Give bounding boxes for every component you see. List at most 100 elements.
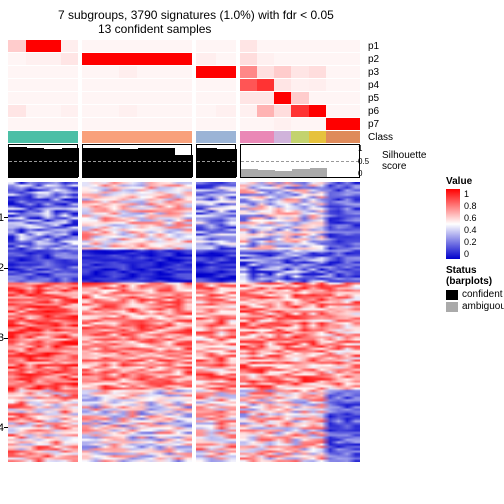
title-line2: 13 confident samples — [98, 22, 496, 36]
cell — [155, 40, 173, 52]
cell — [8, 66, 26, 78]
prob-row-p6: p6 — [8, 105, 438, 117]
cell — [119, 131, 137, 143]
cell — [174, 118, 192, 130]
cell — [240, 92, 257, 104]
cell — [100, 105, 118, 117]
legend-value-gradient — [446, 189, 460, 259]
cell — [137, 131, 155, 143]
cell — [43, 105, 61, 117]
cell — [155, 53, 173, 65]
cell — [257, 118, 274, 130]
cell — [100, 79, 118, 91]
cell — [61, 131, 79, 143]
prob-row-p6-label: p6 — [364, 105, 438, 117]
cell — [240, 66, 257, 78]
prob-row-p1-label: p1 — [364, 40, 438, 52]
title-line1: 7 subgroups, 3790 signatures (1.0%) with… — [58, 8, 496, 22]
cell — [240, 105, 257, 117]
cell — [43, 40, 61, 52]
prob-row-p1: p1 — [8, 40, 438, 52]
cell — [137, 66, 155, 78]
cell — [26, 40, 44, 52]
prob-row-p7: p7 — [8, 118, 438, 130]
cell — [196, 53, 216, 65]
cell — [343, 66, 360, 78]
cell — [257, 131, 274, 143]
prob-row-p5-label: p5 — [364, 92, 438, 104]
cell — [8, 92, 26, 104]
cell — [309, 131, 326, 143]
prob-row-p4: p4 — [8, 79, 438, 91]
cell — [8, 53, 26, 65]
cell — [274, 92, 291, 104]
cell — [240, 79, 257, 91]
silhouette-bar — [217, 149, 237, 177]
cell — [137, 53, 155, 65]
cell — [82, 131, 100, 143]
cell — [309, 92, 326, 104]
cell — [8, 131, 26, 143]
cell — [82, 79, 100, 91]
cell — [196, 118, 216, 130]
silhouette-bar — [62, 148, 80, 177]
cell — [43, 92, 61, 104]
cell — [309, 79, 326, 91]
legends: Value10.80.60.40.20Status (barplots)conf… — [438, 40, 504, 462]
cell — [309, 53, 326, 65]
cell — [309, 66, 326, 78]
cell — [309, 118, 326, 130]
cell — [291, 105, 308, 117]
cell — [343, 40, 360, 52]
heatmap — [8, 182, 438, 462]
cell — [43, 53, 61, 65]
silhouette-bar — [292, 169, 309, 177]
cell — [274, 131, 291, 143]
silhouette-bar — [44, 149, 62, 177]
cell — [137, 105, 155, 117]
cell — [326, 40, 343, 52]
cell — [61, 118, 79, 130]
cell — [43, 118, 61, 130]
class-row: Class — [8, 131, 438, 143]
prob-row-p5: p5 — [8, 92, 438, 104]
silhouette-bar — [310, 168, 327, 177]
cell — [274, 79, 291, 91]
cell — [274, 40, 291, 52]
cell — [343, 79, 360, 91]
cell — [257, 66, 274, 78]
cell — [174, 105, 192, 117]
prob-row-p3: p3 — [8, 66, 438, 78]
cell — [119, 66, 137, 78]
cell — [155, 131, 173, 143]
cell — [343, 53, 360, 65]
silhouette-bar — [197, 148, 217, 177]
cell — [216, 40, 236, 52]
cell — [326, 53, 343, 65]
cell — [155, 118, 173, 130]
legend-value-title: Value — [446, 176, 504, 187]
cell — [257, 92, 274, 104]
cell — [43, 79, 61, 91]
cell — [291, 92, 308, 104]
cell — [326, 79, 343, 91]
cell — [216, 79, 236, 91]
cell — [100, 53, 118, 65]
cell — [343, 118, 360, 130]
cell — [61, 66, 79, 78]
cell — [216, 92, 236, 104]
cell — [82, 53, 100, 65]
cell — [216, 53, 236, 65]
cell — [119, 92, 137, 104]
cell — [174, 92, 192, 104]
cell — [61, 92, 79, 104]
silhouette-bar — [275, 171, 292, 177]
cell — [274, 118, 291, 130]
cell — [8, 79, 26, 91]
legend-status-item: ambiguous — [446, 301, 504, 312]
cell — [119, 118, 137, 130]
prob-row-p3-label: p3 — [364, 66, 438, 78]
cell — [257, 40, 274, 52]
cell — [274, 53, 291, 65]
prob-row-p4-label: p4 — [364, 79, 438, 91]
